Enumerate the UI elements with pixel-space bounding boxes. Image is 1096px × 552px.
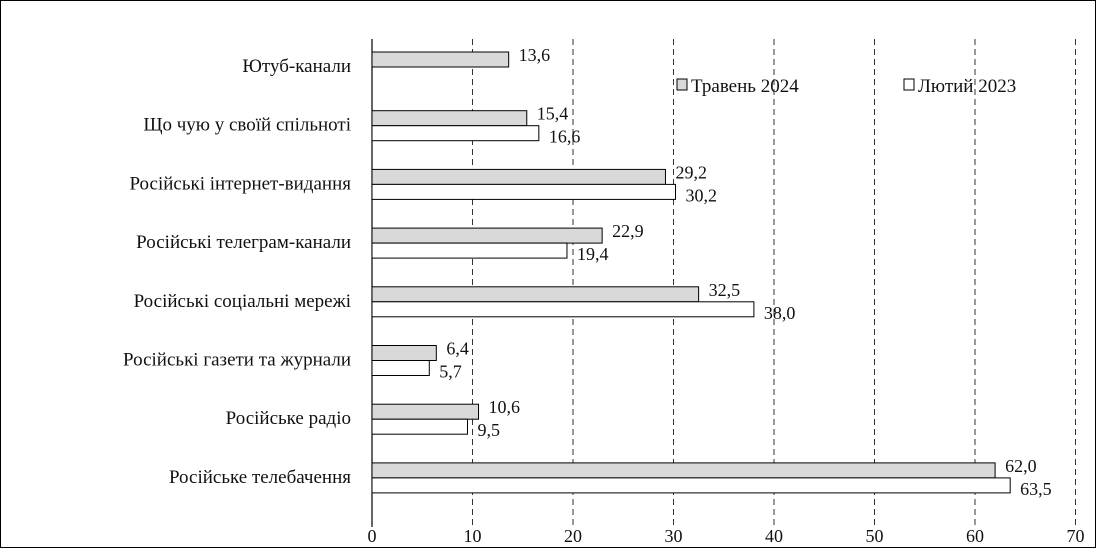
bar [371,183,677,200]
x-tick-label: 30 [665,526,683,546]
data-label: 38,0 [764,303,796,323]
legend-label: Лютий 2023 [918,76,1016,97]
category-label: Російські соціальні мережі [134,291,351,312]
x-tick-label: 0 [368,526,377,546]
legend-swatch [903,78,915,91]
x-tick-label: 70 [1067,526,1085,546]
bar [371,242,568,259]
category-label: Російські інтернет-видання [129,173,351,194]
data-label: 63,5 [1020,479,1052,499]
category-label: Російське телебачення [169,467,351,488]
data-label: 6,4 [446,339,469,359]
data-label: 10,6 [489,397,521,417]
grid-lines [472,39,1076,527]
data-label: 9,5 [477,420,500,440]
bar [371,477,1011,494]
category-label: Російське радіо [226,408,351,429]
data-label: 19,4 [577,244,609,264]
data-label: 16,6 [549,127,581,147]
legend: Травень 2024 Лютий 2023 [676,76,1016,97]
bar [371,125,540,142]
category-label: Ютуб-канали [242,56,351,77]
bar [371,227,603,244]
data-labels: 13,6 15,4 16,6 29,2 30,2 22,919,4 32,5 38,0 6,4 5… [439,45,1051,499]
bars [371,51,1011,494]
legend-label: Травень 2024 [691,76,799,97]
x-tick-labels: 0 10 20 30 40 50 60 70 [368,526,1085,546]
data-label: 30,2 [686,185,718,205]
x-tick-label: 50 [866,526,884,546]
bar [371,110,528,127]
x-tick-label: 20 [564,526,582,546]
category-label: Російські телеграм-канали [136,232,351,253]
data-label: 32,5 [709,280,741,300]
data-label: 62,0 [1005,456,1037,476]
bar [371,462,996,479]
x-tick-label: 40 [765,526,783,546]
data-label: 29,2 [675,162,707,182]
bar [371,403,480,420]
bar [371,51,510,68]
bar [371,286,700,303]
category-labels: Ютуб-канали Що чую у своїй спільноті Росій… [123,56,351,488]
legend-swatch [676,78,688,91]
bar [371,345,437,361]
bar [371,301,755,318]
data-label: 15,4 [537,104,569,124]
category-label: Російські газети та журнали [123,350,351,371]
bar [371,168,666,185]
x-tick-label: 60 [966,526,984,546]
data-label: 22,9 [612,221,644,241]
data-label: 13,6 [519,45,551,65]
data-label: 5,7 [439,362,462,382]
bar [371,360,430,376]
x-tick-label: 10 [464,526,482,546]
bar [371,418,468,435]
category-label: Що чую у своїй спільноті [143,115,351,136]
